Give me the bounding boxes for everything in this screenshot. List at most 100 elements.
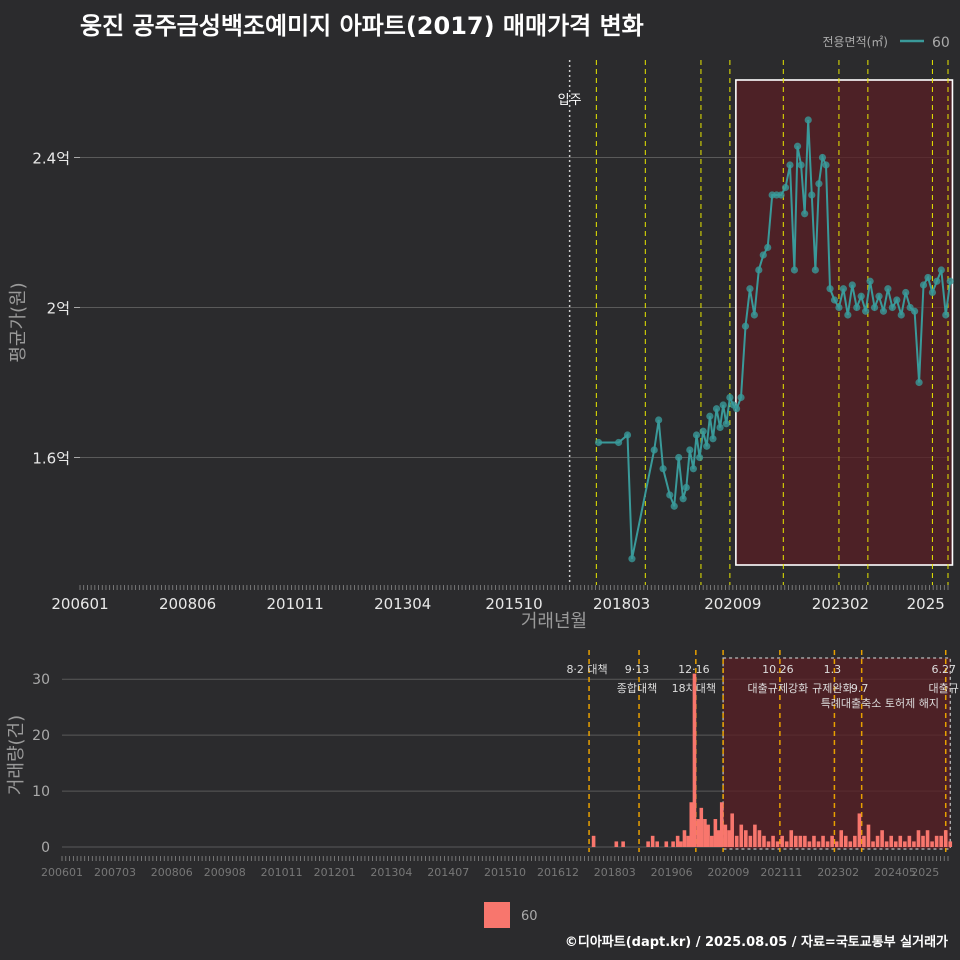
- price-point: [696, 453, 704, 462]
- price-point: [628, 555, 636, 563]
- volume-bar: [664, 841, 669, 847]
- bar-x-tick-label: 200908: [204, 866, 246, 879]
- volume-bar: [591, 835, 596, 847]
- volume-bar: [862, 835, 866, 847]
- price-point: [746, 285, 754, 293]
- policy-note: 특례대출축소 토허제 해지: [821, 696, 939, 710]
- price-point: [839, 285, 847, 293]
- volume-bar: [730, 813, 734, 847]
- x-axis-title: 거래년월: [521, 611, 587, 632]
- volume-bar: [884, 841, 889, 847]
- volume-bar: [816, 841, 821, 847]
- chart-title: 웅진 공주금성백조예미지 아파트(2017) 매매가격 변화: [80, 12, 644, 40]
- volume-bar: [716, 830, 721, 847]
- volume-bar: [880, 830, 884, 847]
- volume-bar: [939, 835, 943, 847]
- volume-bar: [930, 841, 934, 847]
- price-point: [777, 191, 785, 199]
- price-point: [737, 393, 745, 402]
- bar-x-tick-label: 202302: [817, 866, 859, 879]
- price-point: [804, 116, 812, 124]
- bar-x-tick-label: 200806: [151, 866, 193, 879]
- bar-x-tick-label: 201612: [537, 866, 579, 879]
- volume-bar: [696, 819, 700, 847]
- price-point: [709, 435, 717, 443]
- volume-bar: [803, 835, 807, 847]
- volume-bar: [744, 830, 748, 847]
- volume-bar: [821, 835, 825, 847]
- volume-bar: [650, 835, 655, 847]
- bar-x-tick-label: 202009: [707, 866, 749, 879]
- price-point: [790, 266, 799, 274]
- volume-bar: [907, 835, 912, 847]
- volume-bar: [853, 835, 857, 847]
- volume-bar: [762, 835, 766, 847]
- x-tick-label: 201304: [374, 595, 431, 613]
- volume-bar: [789, 830, 794, 847]
- x-tick-label: 2025: [907, 595, 945, 613]
- volume-bar: [784, 841, 789, 847]
- price-point: [893, 296, 901, 304]
- bar-x-tick-label: 201803: [594, 866, 636, 879]
- policy-label-bottom: 대출규제강화: [748, 682, 809, 695]
- bar-x-tick-label: 201510: [484, 866, 526, 879]
- volume-bar: [706, 824, 710, 847]
- bar-x-tick-label: 201201: [314, 866, 356, 879]
- volume-bar: [771, 835, 775, 847]
- move-in-label: 입주: [558, 93, 582, 108]
- price-point: [866, 277, 874, 285]
- price-point: [870, 303, 879, 312]
- price-point: [692, 431, 701, 439]
- volume-bar: [871, 841, 875, 847]
- policy-label-top: 12·16: [678, 663, 710, 676]
- price-point: [781, 183, 790, 192]
- bar-x-tick-label: 2025: [911, 866, 939, 879]
- price-point: [888, 303, 896, 312]
- price-point: [703, 442, 711, 450]
- volume-bar: [614, 841, 619, 847]
- price-point: [679, 495, 687, 503]
- price-point: [924, 273, 932, 282]
- volume-bar: [912, 841, 916, 847]
- bar-legend-entry-60: 60: [521, 909, 538, 924]
- price-point: [706, 412, 714, 420]
- price-point: [786, 161, 794, 169]
- price-point: [615, 438, 623, 447]
- policy-label-bottom: 대출규: [929, 682, 959, 695]
- volume-bar: [925, 830, 930, 847]
- volume-bar: [921, 835, 925, 847]
- volume-bar: [682, 830, 687, 847]
- footer-credit: ©디아파트(dapt.kr) / 2025.08.05 / 자료=국토교통부 실…: [564, 935, 948, 950]
- volume-bar: [723, 824, 728, 847]
- bar-y-tick-label: 10: [32, 784, 50, 800]
- price-point: [808, 191, 816, 199]
- bar-x-tick-label: 201407: [427, 866, 469, 879]
- price-point: [750, 311, 758, 319]
- price-point: [682, 483, 690, 492]
- price-point: [830, 296, 839, 304]
- volume-bar: [719, 802, 724, 847]
- price-point: [942, 311, 950, 319]
- y-tick-label: 2억: [47, 300, 70, 318]
- price-point: [897, 311, 905, 319]
- price-point: [732, 405, 741, 413]
- policy-label-top: 8·2 대책: [566, 663, 607, 676]
- x-tick-label: 200601: [51, 595, 108, 613]
- price-point: [722, 420, 730, 428]
- volume-bar: [934, 835, 939, 847]
- volume-bar: [893, 841, 898, 847]
- price-point: [919, 281, 928, 289]
- volume-bar: [889, 835, 894, 847]
- volume-bar: [775, 841, 780, 847]
- bar-y-tick-label: 20: [32, 728, 50, 744]
- volume-bar: [943, 830, 948, 847]
- price-point: [818, 153, 827, 162]
- legend-entry-60: 60: [932, 35, 950, 51]
- price-point: [741, 322, 750, 330]
- volume-bar: [679, 841, 683, 847]
- volume-bar: [753, 824, 757, 847]
- price-point: [835, 303, 843, 312]
- price-point: [902, 288, 910, 297]
- price-point: [815, 180, 823, 188]
